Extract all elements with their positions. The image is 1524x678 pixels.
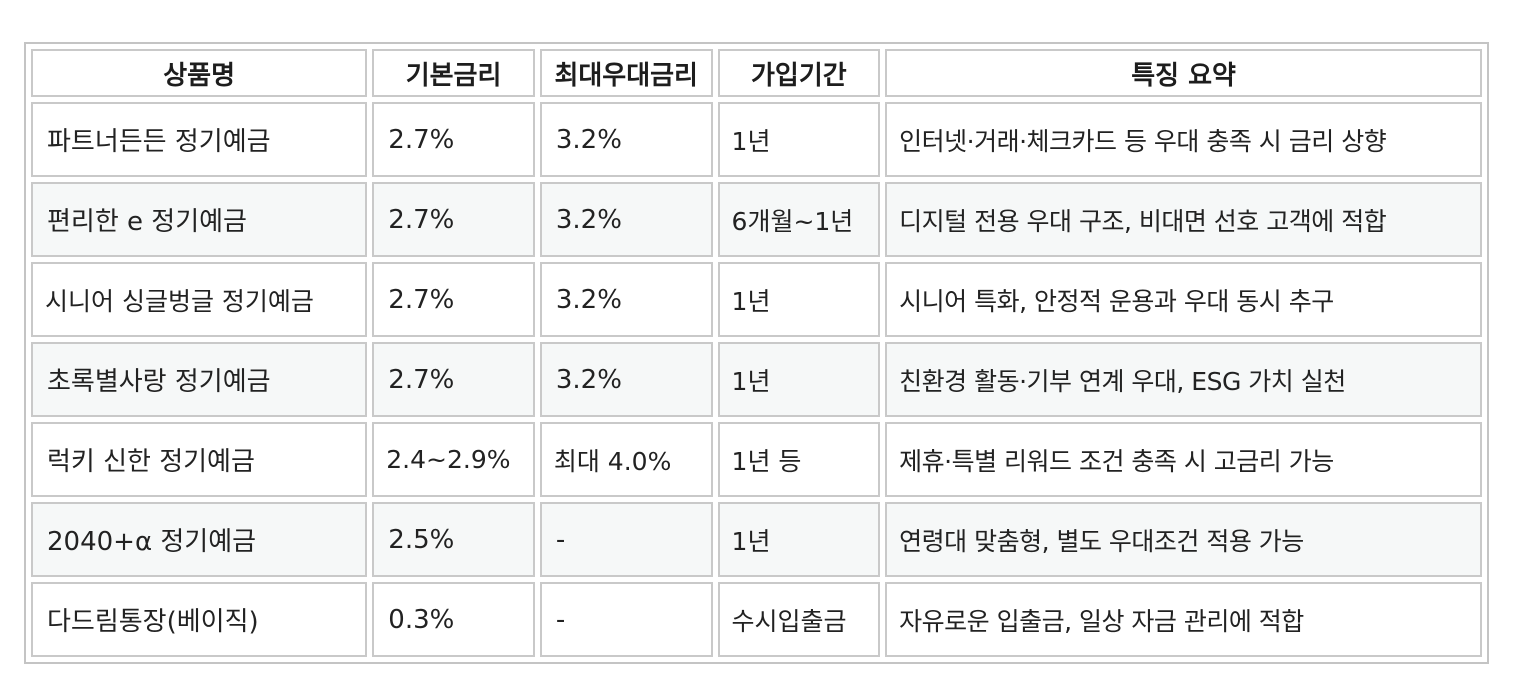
cell-feature: 친환경 활동·기부 연계 우대, ESG 가치 실천 (885, 342, 1482, 417)
cell-product-name: 다드림통장(베이직) (31, 582, 368, 657)
deposit-products-table: 상품명 기본금리 최대우대금리 가입기간 특징 요약 파트너든든 정기예금 2.… (24, 42, 1489, 664)
cell-max-rate: 3.2% (539, 342, 713, 417)
cell-product-name: 시니어 싱글벙글 정기예금 (31, 262, 368, 337)
cell-base-rate: 2.7% (372, 262, 535, 337)
cell-feature: 시니어 특화, 안정적 운용과 우대 동시 추구 (885, 262, 1482, 337)
cell-feature: 자유로운 입출금, 일상 자금 관리에 적합 (885, 582, 1482, 657)
cell-base-rate: 0.3% (372, 582, 535, 657)
cell-term: 수시입출금 (717, 582, 881, 657)
cell-base-rate: 2.7% (372, 342, 535, 417)
table-row: 파트너든든 정기예금 2.7% 3.2% 1년 인터넷·거래·체크카드 등 우대… (31, 102, 1482, 177)
header-term: 가입기간 (717, 49, 881, 97)
cell-max-rate: - (539, 502, 713, 577)
cell-max-rate: 3.2% (539, 102, 713, 177)
header-base-rate: 기본금리 (372, 49, 535, 97)
cell-base-rate: 2.7% (372, 102, 535, 177)
cell-product-name: 초록별사랑 정기예금 (31, 342, 368, 417)
cell-term: 1년 (717, 262, 881, 337)
cell-term: 1년 등 (717, 422, 881, 497)
cell-base-rate: 2.5% (372, 502, 535, 577)
cell-base-rate: 2.7% (372, 182, 535, 257)
table-header-row: 상품명 기본금리 최대우대금리 가입기간 특징 요약 (31, 49, 1482, 97)
table-row: 다드림통장(베이직) 0.3% - 수시입출금 자유로운 입출금, 일상 자금 … (31, 582, 1482, 657)
header-max-preferential-rate: 최대우대금리 (539, 49, 713, 97)
cell-max-rate: 최대 4.0% (539, 422, 713, 497)
cell-feature: 인터넷·거래·체크카드 등 우대 충족 시 금리 상향 (885, 102, 1482, 177)
cell-feature: 디지털 전용 우대 구조, 비대면 선호 고객에 적합 (885, 182, 1482, 257)
cell-term: 6개월~1년 (717, 182, 881, 257)
deposit-products-table-container: 상품명 기본금리 최대우대금리 가입기간 특징 요약 파트너든든 정기예금 2.… (24, 42, 1489, 664)
cell-term: 1년 (717, 502, 881, 577)
cell-feature: 제휴·특별 리워드 조건 충족 시 고금리 가능 (885, 422, 1482, 497)
cell-product-name: 파트너든든 정기예금 (31, 102, 368, 177)
table-row: 편리한 e 정기예금 2.7% 3.2% 6개월~1년 디지털 전용 우대 구조… (31, 182, 1482, 257)
cell-product-name: 편리한 e 정기예금 (31, 182, 368, 257)
cell-product-name: 2040+α 정기예금 (31, 502, 368, 577)
cell-feature: 연령대 맞춤형, 별도 우대조건 적용 가능 (885, 502, 1482, 577)
cell-product-name: 럭키 신한 정기예금 (31, 422, 368, 497)
cell-max-rate: - (539, 582, 713, 657)
table-row: 초록별사랑 정기예금 2.7% 3.2% 1년 친환경 활동·기부 연계 우대,… (31, 342, 1482, 417)
cell-base-rate: 2.4~2.9% (372, 422, 535, 497)
table-row: 시니어 싱글벙글 정기예금 2.7% 3.2% 1년 시니어 특화, 안정적 운… (31, 262, 1482, 337)
cell-term: 1년 (717, 342, 881, 417)
cell-max-rate: 3.2% (539, 262, 713, 337)
table-row: 2040+α 정기예금 2.5% - 1년 연령대 맞춤형, 별도 우대조건 적… (31, 502, 1482, 577)
header-product-name: 상품명 (31, 49, 368, 97)
cell-term: 1년 (717, 102, 881, 177)
table-row: 럭키 신한 정기예금 2.4~2.9% 최대 4.0% 1년 등 제휴·특별 리… (31, 422, 1482, 497)
cell-max-rate: 3.2% (539, 182, 713, 257)
header-feature-summary: 특징 요약 (885, 49, 1482, 97)
